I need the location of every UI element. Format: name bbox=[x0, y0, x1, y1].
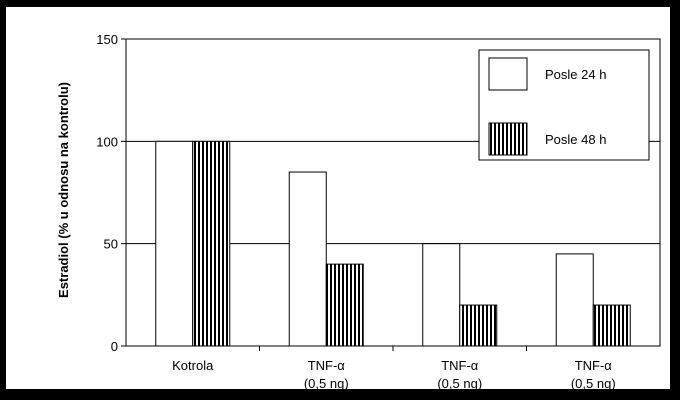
y-tick-label: 50 bbox=[104, 237, 118, 252]
y-tick-label: 100 bbox=[96, 134, 118, 149]
x-category-sublabel: (0,5 ng) bbox=[437, 376, 482, 389]
legend-swatch-posle-48h bbox=[488, 122, 528, 156]
x-category-label: TNF-α bbox=[441, 358, 479, 373]
bar-posle-48h bbox=[192, 140, 231, 347]
y-tick-label: 0 bbox=[111, 339, 118, 354]
legend-swatch-posle-24h bbox=[488, 57, 528, 91]
x-category-label: TNF-α bbox=[308, 358, 346, 373]
x-category-label: Kotrola bbox=[172, 358, 214, 373]
y-tick-label: 150 bbox=[96, 32, 118, 47]
x-category-sublabel: (0,5 ng) bbox=[304, 376, 349, 389]
bars bbox=[155, 140, 631, 347]
bar-posle-48h bbox=[325, 263, 364, 347]
bar-posle-24h bbox=[155, 140, 194, 347]
bar-chart: 0 50 100 150 Kotrola TNF-α (0,5 ng) TNF-α (0,5 n… bbox=[56, 32, 661, 389]
legend-label-posle-48h: Posle 48 h bbox=[545, 132, 606, 147]
x-category-sublabel: (0,5 ng) bbox=[571, 376, 616, 389]
bar-posle-24h bbox=[555, 253, 594, 347]
legend: Posle 24 h Posle 48 h bbox=[478, 49, 650, 161]
chart-frame: 0 50 100 150 Kotrola TNF-α (0,5 ng) TNF-α (0,5 n… bbox=[6, 7, 670, 389]
legend-label-posle-24h: Posle 24 h bbox=[545, 67, 606, 82]
bar-posle-24h bbox=[288, 171, 327, 347]
x-category-label: TNF-α bbox=[575, 358, 613, 373]
bar-posle-48h bbox=[459, 304, 498, 347]
tick-labels: 0 50 100 150 Kotrola TNF-α (0,5 ng) TNF-α (0,5 n… bbox=[96, 32, 615, 389]
axes bbox=[121, 38, 661, 351]
bar-posle-48h bbox=[592, 304, 631, 347]
y-axis-label: Estradiol (% u odnosu na kontrolu) bbox=[56, 82, 71, 298]
bar-posle-24h bbox=[422, 243, 461, 347]
